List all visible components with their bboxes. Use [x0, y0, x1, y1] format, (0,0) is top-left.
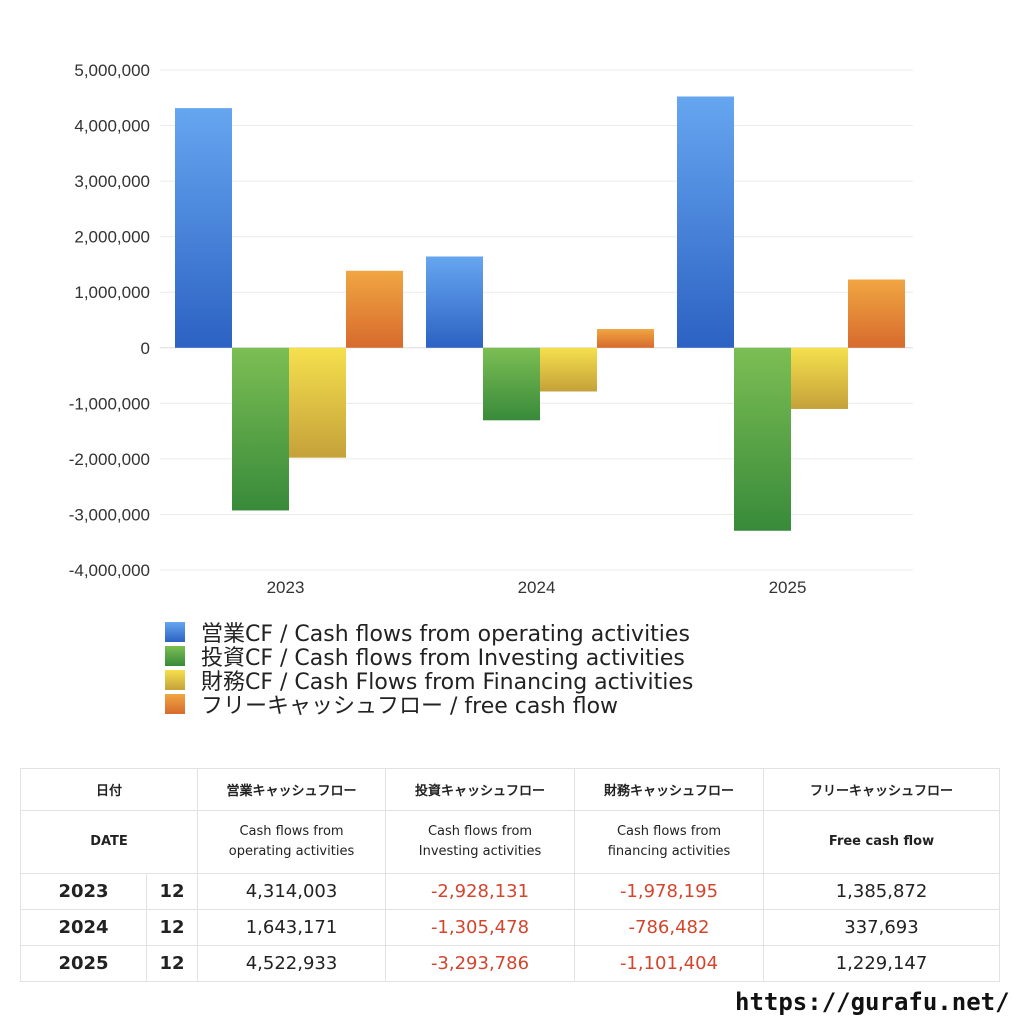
- row-financing: -786,482: [574, 909, 764, 946]
- row-financing: -1,101,404: [574, 945, 764, 982]
- y-axis-ticks: 5,000,000 4,000,000 3,000,000 2,000,000 1,00…: [69, 61, 150, 580]
- header-operating-en: Cash flows from operating activities: [197, 810, 386, 874]
- legend-label: 投資CF / Cash flows from Investing activit…: [201, 646, 685, 671]
- row-financing: -1,978,195: [574, 873, 764, 910]
- header-investing-ja: 投資キャッシュフロー: [385, 768, 575, 811]
- row-month: 12: [146, 909, 198, 946]
- header-operating-ja: 営業キャッシュフロー: [197, 768, 386, 811]
- bar-2025-series-0: [677, 96, 734, 348]
- y-tick-label: -3,000,000: [69, 505, 150, 524]
- row-month: 12: [146, 873, 198, 910]
- bar-2024-series-2: [540, 347, 597, 392]
- bar-2025-series-3: [848, 279, 905, 348]
- y-tick-label: -2,000,000: [69, 450, 150, 469]
- row-operating: 4,522,933: [197, 945, 386, 982]
- row-operating: 4,314,003: [197, 873, 386, 910]
- y-tick-label: 4,000,000: [74, 117, 150, 136]
- bar-2023-series-0: [175, 108, 232, 348]
- header-financing-ja: 財務キャッシュフロー: [574, 768, 764, 811]
- row-investing: -3,293,786: [385, 945, 575, 982]
- table-row: 2024 12 1,643,171 -1,305,478 -786,482 33…: [20, 909, 1000, 946]
- bar-2024-series-0: [426, 256, 483, 348]
- header-date-en: DATE: [20, 810, 198, 874]
- cash-flow-bar-chart: 5,000,000 4,000,000 3,000,000 2,000,000 1,00…: [69, 61, 913, 597]
- legend-label: フリーキャッシュフロー / free cash flow: [201, 694, 619, 719]
- table-header-en: DATE Cash flows from operating activities…: [20, 810, 1000, 874]
- header-investing-en: Cash flows from Investing activities: [385, 810, 575, 874]
- site-url[interactable]: https://gurafu.net/: [735, 988, 1010, 1016]
- legend-swatch: [165, 622, 185, 642]
- row-free: 1,229,147: [763, 945, 1000, 982]
- bar-2025-series-1: [734, 347, 791, 531]
- legend-item: 財務CF / Cash Flows from Financing activit…: [165, 668, 693, 695]
- y-tick-label: -1,000,000: [69, 394, 150, 413]
- bar-2023-series-2: [289, 347, 346, 458]
- y-tick-label: 0: [141, 339, 150, 358]
- header-financing-en: Cash flows from financing activities: [574, 810, 764, 874]
- bar-2024-series-1: [483, 347, 540, 421]
- row-free: 1,385,872: [763, 873, 1000, 910]
- bars: [175, 96, 905, 531]
- row-year: 2024: [20, 909, 147, 946]
- y-tick-label: 3,000,000: [74, 172, 150, 191]
- row-free: 337,693: [763, 909, 1000, 946]
- x-axis-ticks: 2023 2024 2025: [267, 578, 807, 597]
- row-investing: -2,928,131: [385, 873, 575, 910]
- legend-swatch: [165, 694, 185, 714]
- header-free-en: Free cash flow: [763, 810, 1000, 874]
- header-date-ja: 日付: [20, 768, 198, 811]
- y-tick-label: 5,000,000: [74, 61, 150, 80]
- legend-label: 財務CF / Cash Flows from Financing activit…: [201, 670, 694, 695]
- cash-flow-table: 日付 営業キャッシュフロー 投資キャッシュフロー 財務キャッシュフロー フリーキ…: [20, 768, 1000, 982]
- row-year: 2023: [20, 873, 147, 910]
- y-tick-label: -4,000,000: [69, 561, 150, 580]
- table-row: 2025 12 4,522,933 -3,293,786 -1,101,404 …: [20, 945, 1000, 982]
- bar-2023-series-3: [346, 270, 403, 348]
- legend-swatch: [165, 670, 185, 690]
- y-tick-label: 1,000,000: [74, 283, 150, 302]
- y-tick-label: 2,000,000: [74, 228, 150, 247]
- x-tick-label: 2024: [518, 578, 556, 597]
- chart-legend: 営業CF / Cash flows from operating activit…: [165, 620, 693, 719]
- legend-swatch: [165, 646, 185, 666]
- legend-item: フリーキャッシュフロー / free cash flow: [165, 692, 693, 719]
- table-header-ja: 日付 営業キャッシュフロー 投資キャッシュフロー 財務キャッシュフロー フリーキ…: [20, 768, 1000, 811]
- row-operating: 1,643,171: [197, 909, 386, 946]
- x-tick-label: 2023: [267, 578, 305, 597]
- legend-item: 投資CF / Cash flows from Investing activit…: [165, 644, 693, 671]
- legend-label: 営業CF / Cash flows from operating activit…: [201, 622, 690, 647]
- header-free-ja: フリーキャッシュフロー: [763, 768, 1000, 811]
- bar-2025-series-2: [791, 347, 848, 409]
- bar-2024-series-3: [597, 329, 654, 348]
- x-tick-label: 2025: [769, 578, 807, 597]
- table-row: 2023 12 4,314,003 -2,928,131 -1,978,195 …: [20, 873, 1000, 910]
- row-investing: -1,305,478: [385, 909, 575, 946]
- bar-2023-series-1: [232, 347, 289, 511]
- row-month: 12: [146, 945, 198, 982]
- legend-item: 営業CF / Cash flows from operating activit…: [165, 620, 693, 647]
- row-year: 2025: [20, 945, 147, 982]
